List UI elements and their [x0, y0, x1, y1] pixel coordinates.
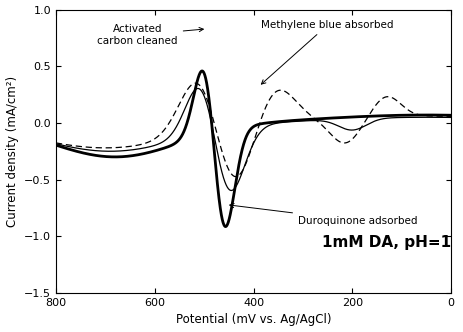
- Text: Methylene blue absorbed: Methylene blue absorbed: [262, 20, 394, 84]
- X-axis label: Potential (mV vs. Ag/AgCl): Potential (mV vs. Ag/AgCl): [176, 313, 332, 326]
- Text: 1mM DA, pH=1: 1mM DA, pH=1: [322, 234, 451, 250]
- Text: Activated
carbon cleaned: Activated carbon cleaned: [97, 24, 203, 46]
- Y-axis label: Current density (mA/cm²): Current density (mA/cm²): [6, 76, 19, 227]
- Text: Duroquinone adsorbed: Duroquinone adsorbed: [230, 204, 418, 226]
